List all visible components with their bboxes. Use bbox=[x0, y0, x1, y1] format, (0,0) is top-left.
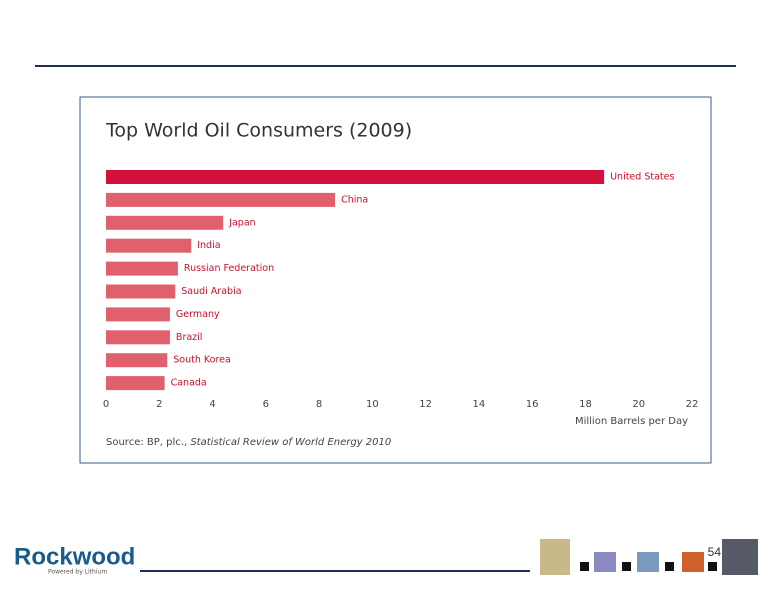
chart-title: Top World Oil Consumers (2009) bbox=[105, 120, 412, 142]
x-tick-label: 10 bbox=[366, 399, 379, 410]
x-tick-label: 14 bbox=[473, 399, 486, 410]
image bbox=[594, 552, 616, 572]
square bbox=[665, 562, 674, 571]
chart-frame bbox=[79, 96, 712, 464]
bar-label: Canada bbox=[171, 378, 207, 389]
x-tick-label: 2 bbox=[156, 399, 162, 410]
source-prefix: Source: BP, plc., bbox=[106, 437, 190, 448]
bar bbox=[106, 261, 178, 276]
page-number: 54 bbox=[708, 545, 722, 559]
logo-tagline: Powered by Lithium bbox=[48, 569, 107, 576]
logo: Rockwood Powered by Lithium bbox=[14, 543, 135, 575]
x-tick-label: 4 bbox=[209, 399, 215, 410]
bar-label: Saudi Arabia bbox=[181, 286, 241, 297]
image bbox=[637, 552, 659, 572]
bar-label: China bbox=[341, 194, 368, 205]
bar-label: United States bbox=[610, 172, 674, 183]
x-tick-label: 12 bbox=[419, 399, 432, 410]
x-tick-label: 0 bbox=[103, 399, 109, 410]
image bbox=[682, 552, 704, 572]
bar-label: Russian Federation bbox=[184, 263, 274, 274]
x-tick-label: 8 bbox=[316, 399, 322, 410]
square bbox=[580, 562, 589, 571]
bar bbox=[106, 284, 176, 299]
logo-text: Rockwood bbox=[14, 543, 135, 570]
bar bbox=[106, 353, 168, 368]
bar bbox=[106, 170, 605, 184]
bar bbox=[106, 238, 192, 253]
image bbox=[722, 539, 758, 575]
bar-label: India bbox=[197, 240, 220, 251]
bar-label: South Korea bbox=[173, 355, 231, 366]
bar-label: Germany bbox=[176, 309, 220, 320]
x-tick-label: 18 bbox=[579, 399, 592, 410]
x-tick-label: 6 bbox=[263, 399, 269, 410]
x-tick-label: 22 bbox=[686, 399, 699, 410]
bar bbox=[106, 215, 224, 230]
square bbox=[622, 562, 631, 571]
image bbox=[540, 539, 570, 575]
decor-images bbox=[540, 539, 758, 575]
square bbox=[708, 562, 717, 571]
x-tick-label: 16 bbox=[526, 399, 539, 410]
x-axis-label: Million Barrels per Day bbox=[575, 416, 688, 427]
x-tick-label: 20 bbox=[632, 399, 645, 410]
source: Source: BP, plc., Statistical Review of … bbox=[106, 437, 391, 448]
bar bbox=[106, 376, 165, 391]
bar-label: Japan bbox=[228, 217, 256, 228]
bar bbox=[106, 192, 336, 207]
bar-label: Brazil bbox=[176, 332, 203, 343]
source-title: Statistical Review of World Energy 2010 bbox=[190, 437, 391, 448]
bar bbox=[106, 330, 170, 345]
bar bbox=[106, 307, 170, 322]
